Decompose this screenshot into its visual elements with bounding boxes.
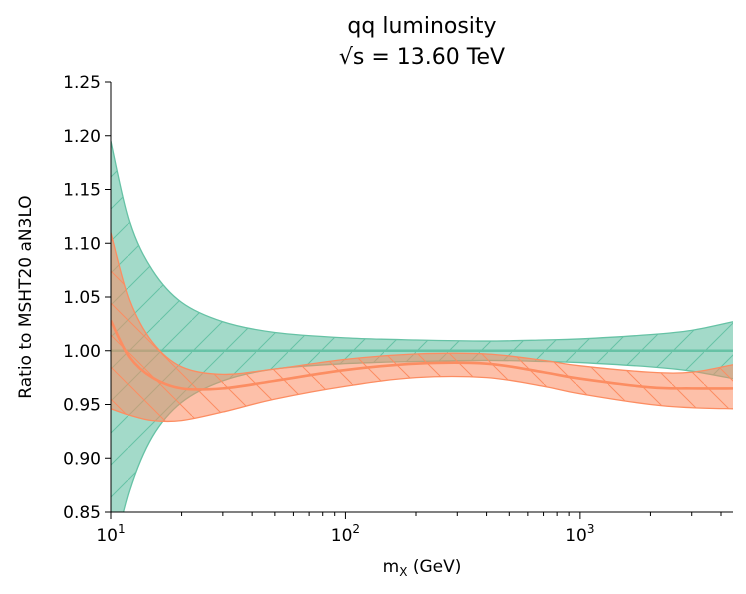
y-tick-label: 0.90: [63, 449, 101, 469]
y-tick-label: 1.00: [63, 342, 101, 362]
chart-title-line2: √s = 13.60 TeV: [339, 45, 505, 70]
x-axis-label-main: m: [383, 557, 400, 577]
x-tick-label-exponent: 3: [587, 522, 595, 536]
y-tick-label: 0.95: [63, 396, 101, 416]
lower-edge-alternative: [111, 375, 733, 423]
y-tick-label: 1.10: [63, 234, 101, 254]
x-tick-label-exponent: 1: [118, 522, 126, 536]
x-tick-label-exponent: 2: [352, 522, 360, 536]
series-alternative: [111, 232, 733, 423]
central-line-alternative: [111, 320, 733, 391]
x-tick-label: 101: [96, 522, 125, 546]
x-tick-label-base: 10: [96, 526, 118, 546]
hatch-reference: [111, 141, 733, 512]
y-tick-label: 1.05: [63, 288, 101, 308]
hatch-alternative: [111, 232, 733, 422]
upper-edge-alternative: [111, 232, 733, 376]
x-tick-label-base: 10: [331, 526, 353, 546]
chart-title-line1: qq luminosity: [347, 14, 496, 39]
x-tick-label-base: 10: [565, 526, 587, 546]
x-tick-label: 103: [565, 522, 594, 546]
x-axis-label-units: (GeV): [407, 557, 461, 577]
chart-title-sqrt: √s: [339, 45, 364, 70]
x-axis-label: mX (GeV): [383, 557, 462, 579]
y-axis-label: Ratio to MSHT20 aN3LO: [16, 195, 36, 398]
plot-area: [111, 140, 733, 512]
chart-title-energy: = 13.60 TeV: [364, 45, 505, 70]
y-tick-label: 1.25: [63, 73, 101, 93]
y-tick-label: 0.85: [63, 503, 101, 523]
y-axis-ticks: 0.85 0.90 0.95 1.00 1.05 1.10 1.15 1.20 1.25: [63, 73, 111, 523]
x-tick-label: 102: [331, 522, 360, 546]
x-axis-label-sub: X: [399, 565, 407, 579]
y-tick-label: 1.20: [63, 127, 101, 147]
x-axis-ticks: 101 102 103: [96, 512, 722, 546]
upper-edge-reference: [111, 140, 733, 342]
y-tick-label: 1.15: [63, 181, 101, 201]
